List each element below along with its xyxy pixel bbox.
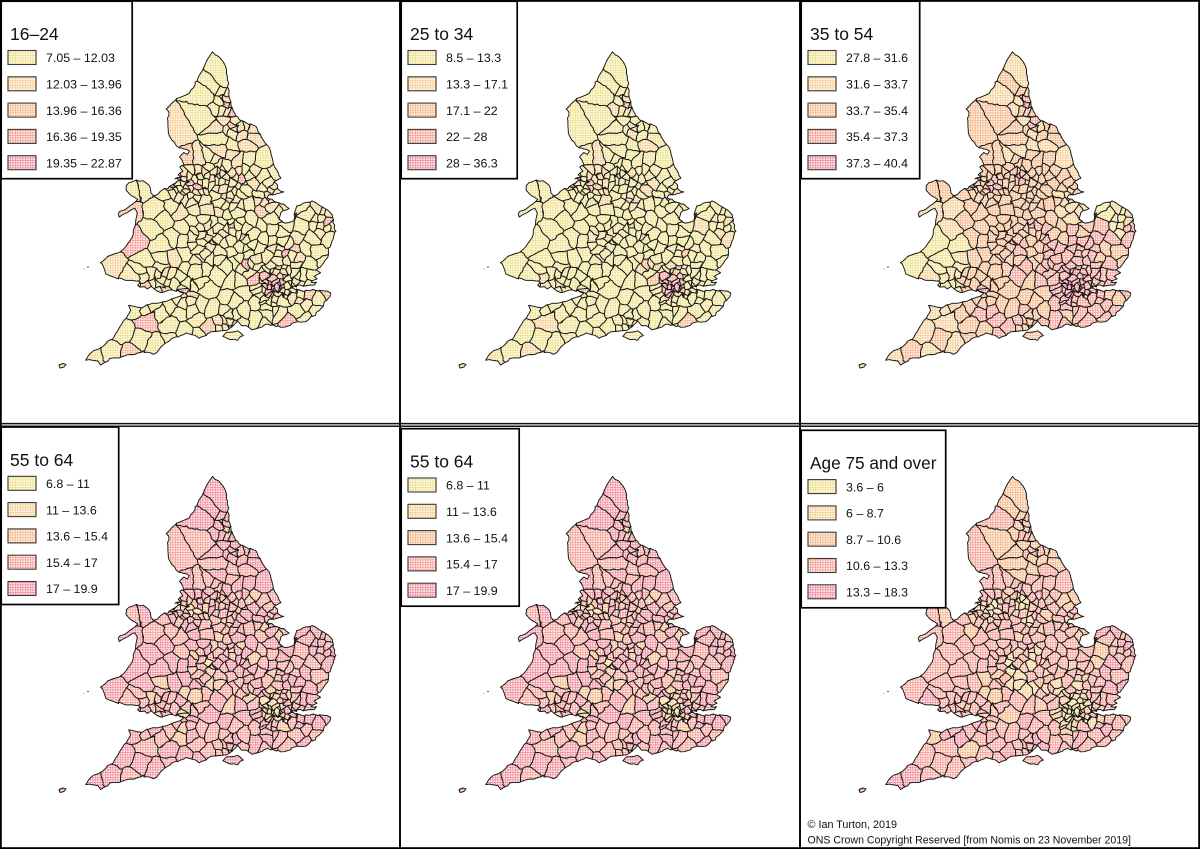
svg-text:12.03 – 13.96: 12.03 – 13.96 xyxy=(46,78,122,92)
svg-text:19.35 – 22.87: 19.35 – 22.87 xyxy=(46,156,122,170)
svg-text:25 to 34: 25 to 34 xyxy=(410,24,474,44)
svg-text:11 – 13.6: 11 – 13.6 xyxy=(46,503,97,517)
svg-text:35 to 54: 35 to 54 xyxy=(810,24,874,44)
svg-text:ONS Crown Copyright Reserved [: ONS Crown Copyright Reserved [from Nomis… xyxy=(808,835,1132,847)
svg-text:17 – 19.9: 17 – 19.9 xyxy=(446,584,498,598)
svg-text:35.4 – 37.3: 35.4 – 37.3 xyxy=(846,130,908,144)
svg-text:31.6 – 33.7: 31.6 – 33.7 xyxy=(846,78,908,92)
svg-text:7.05 – 12.03: 7.05 – 12.03 xyxy=(46,51,115,65)
svg-text:6 – 8.7: 6 – 8.7 xyxy=(846,507,884,521)
svg-text:15.4 – 17: 15.4 – 17 xyxy=(46,556,98,570)
svg-text:27.8 – 31.6: 27.8 – 31.6 xyxy=(846,51,908,65)
svg-text:8.7 – 10.6: 8.7 – 10.6 xyxy=(846,533,901,547)
svg-text:17.1 – 22: 17.1 – 22 xyxy=(446,104,498,118)
svg-text:15.4 – 17: 15.4 – 17 xyxy=(446,558,498,572)
svg-text:© Ian Turton, 2019: © Ian Turton, 2019 xyxy=(808,819,898,831)
svg-text:13.6 – 15.4: 13.6 – 15.4 xyxy=(46,530,108,544)
svg-text:6.8 – 11: 6.8 – 11 xyxy=(46,477,90,491)
svg-text:10.6 – 13.3: 10.6 – 13.3 xyxy=(846,559,908,573)
svg-text:16–24: 16–24 xyxy=(10,24,59,44)
svg-text:Age 75 and over: Age 75 and over xyxy=(810,453,937,473)
svg-text:6.8 – 11: 6.8 – 11 xyxy=(446,479,490,493)
svg-text:22 – 28: 22 – 28 xyxy=(446,130,487,144)
svg-text:28 – 36.3: 28 – 36.3 xyxy=(446,156,498,170)
svg-text:37.3 – 40.4: 37.3 – 40.4 xyxy=(846,156,908,170)
svg-text:33.7 – 35.4: 33.7 – 35.4 xyxy=(846,104,908,118)
svg-text:3.6 – 6: 3.6 – 6 xyxy=(846,480,884,494)
svg-text:55 to 64: 55 to 64 xyxy=(10,450,74,470)
svg-text:17 – 19.9: 17 – 19.9 xyxy=(46,582,98,596)
svg-text:8.5 – 13.3: 8.5 – 13.3 xyxy=(446,51,501,65)
svg-text:13.6 – 15.4: 13.6 – 15.4 xyxy=(446,531,508,545)
svg-text:13.3 – 18.3: 13.3 – 18.3 xyxy=(846,586,908,600)
svg-text:13.3 – 17.1: 13.3 – 17.1 xyxy=(446,78,508,92)
svg-text:55 to 64: 55 to 64 xyxy=(410,452,474,472)
svg-text:16.36 – 19.35: 16.36 – 19.35 xyxy=(46,130,122,144)
svg-text:13.96 – 16.36: 13.96 – 16.36 xyxy=(46,104,122,118)
svg-text:11 – 13.6: 11 – 13.6 xyxy=(446,505,497,519)
